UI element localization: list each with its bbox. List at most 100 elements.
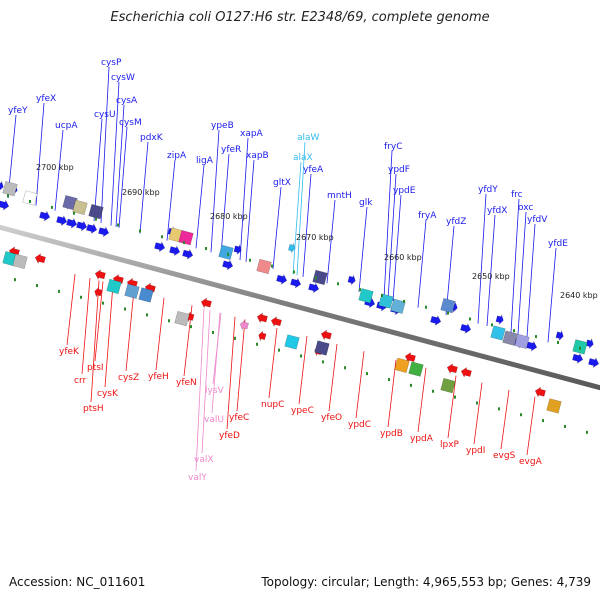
gene-label: alaW bbox=[297, 133, 320, 143]
gene-label: ucpA bbox=[55, 121, 78, 131]
leader-line bbox=[166, 159, 176, 241]
forward-gene-arrow bbox=[56, 215, 68, 227]
forward-gene-arrow bbox=[39, 210, 51, 222]
forward-gene-arrow bbox=[169, 245, 181, 257]
leader-line bbox=[220, 153, 230, 256]
forward-gene-arrow bbox=[588, 357, 600, 369]
gene-label: ligA bbox=[196, 156, 214, 166]
feature-block bbox=[218, 244, 234, 260]
tick-marks bbox=[7, 194, 588, 434]
tick-dash bbox=[190, 325, 192, 329]
forward-gene-arrow bbox=[154, 241, 166, 253]
tick-dash bbox=[234, 336, 236, 340]
leader-line bbox=[447, 375, 457, 439]
forward-gene-arrow bbox=[86, 223, 98, 235]
tick-dash bbox=[322, 360, 324, 364]
tick-dash bbox=[80, 295, 82, 299]
tick-dash bbox=[359, 288, 361, 292]
tick-dash bbox=[95, 217, 97, 221]
leader-line bbox=[387, 173, 397, 300]
leader-line bbox=[328, 343, 338, 412]
leader-line bbox=[296, 141, 306, 276]
gene-label: yfdE bbox=[548, 239, 568, 249]
reverse-gene-arrow bbox=[460, 366, 472, 378]
leader-line bbox=[100, 66, 110, 223]
feature-block bbox=[2, 181, 18, 197]
gene-label: alaX bbox=[293, 153, 313, 163]
leader-line bbox=[104, 284, 114, 388]
gene-label: lysV bbox=[205, 386, 225, 396]
tick-dash bbox=[557, 340, 559, 344]
tick-dash bbox=[73, 211, 75, 215]
gene-label: cysK bbox=[97, 389, 119, 399]
gene-label: yfdZ bbox=[446, 217, 466, 227]
tick-dash bbox=[381, 293, 383, 297]
feature-block bbox=[502, 330, 518, 346]
tick-dash bbox=[520, 413, 522, 417]
tick-dash bbox=[51, 205, 53, 209]
tick-dash bbox=[513, 329, 515, 333]
leader-line bbox=[473, 382, 483, 445]
tick-dash bbox=[469, 317, 471, 321]
genome-summary: Topology: circular; Length: 4,965,553 bp… bbox=[261, 575, 591, 589]
gene-label: ypdI bbox=[466, 446, 485, 456]
leader-line bbox=[93, 118, 103, 222]
leader-line bbox=[268, 327, 278, 399]
gene-label: cysU bbox=[94, 110, 116, 120]
gene-label: ptsI bbox=[87, 363, 104, 373]
feature-block bbox=[12, 253, 28, 269]
leader-line bbox=[155, 297, 165, 371]
tick-dash bbox=[102, 301, 104, 305]
leader-line bbox=[90, 280, 100, 403]
feature-block bbox=[312, 269, 328, 286]
tick-dash bbox=[124, 307, 126, 311]
tick-dash bbox=[403, 299, 405, 303]
tick-dash bbox=[58, 289, 60, 293]
tick-dash bbox=[183, 241, 185, 245]
leader-line bbox=[94, 281, 104, 362]
leader-line bbox=[510, 198, 520, 333]
forward-gene-arrow bbox=[233, 243, 242, 256]
forward-gene-arrow bbox=[308, 282, 320, 294]
feature-block bbox=[490, 325, 506, 341]
reverse-gene-arrow bbox=[34, 253, 46, 265]
gene-label: yfeA bbox=[303, 165, 324, 175]
gene-label: valY bbox=[188, 473, 207, 483]
feature-block bbox=[88, 203, 104, 220]
leader-line bbox=[383, 150, 393, 299]
feature-block bbox=[284, 334, 300, 350]
leader-line bbox=[211, 312, 221, 414]
leader-line bbox=[226, 316, 236, 430]
tick-dash bbox=[212, 331, 214, 335]
tick-dash bbox=[410, 383, 412, 387]
feature-block bbox=[256, 258, 272, 275]
gene-label: oxc bbox=[518, 203, 533, 213]
leader-line bbox=[110, 81, 120, 226]
gene-label: xapA bbox=[240, 129, 264, 139]
tick-dash bbox=[271, 264, 273, 268]
tick-dash bbox=[256, 342, 258, 346]
tick-dash bbox=[36, 284, 38, 288]
reverse-gene-arrow bbox=[94, 286, 103, 298]
tick-dash bbox=[542, 419, 544, 423]
leader-line bbox=[298, 335, 308, 405]
kbp-tick-label: 2700 kbp bbox=[36, 163, 74, 172]
tick-dash bbox=[476, 401, 478, 405]
leader-line bbox=[500, 389, 510, 450]
gene-label: yfeC bbox=[229, 413, 249, 423]
gene-label: valX bbox=[194, 455, 214, 465]
tick-dash bbox=[14, 278, 16, 282]
gene-label: lpxP bbox=[440, 440, 460, 450]
feature-block bbox=[106, 278, 122, 295]
leader-line bbox=[417, 219, 427, 308]
kbp-tick-label: 2650 kbp bbox=[472, 272, 510, 281]
tick-dash bbox=[278, 348, 280, 352]
tick-dash bbox=[29, 200, 31, 204]
gene-label: ypdB bbox=[380, 429, 403, 439]
kbp-tick-label: 2680 kbp bbox=[210, 212, 248, 221]
reverse-gene-arrow bbox=[258, 330, 267, 342]
gene-label: fryA bbox=[418, 211, 437, 221]
feature-block bbox=[358, 288, 374, 304]
reverse-gene-arrow bbox=[534, 386, 546, 398]
kbp-tick-label: 2690 kbp bbox=[122, 188, 160, 197]
